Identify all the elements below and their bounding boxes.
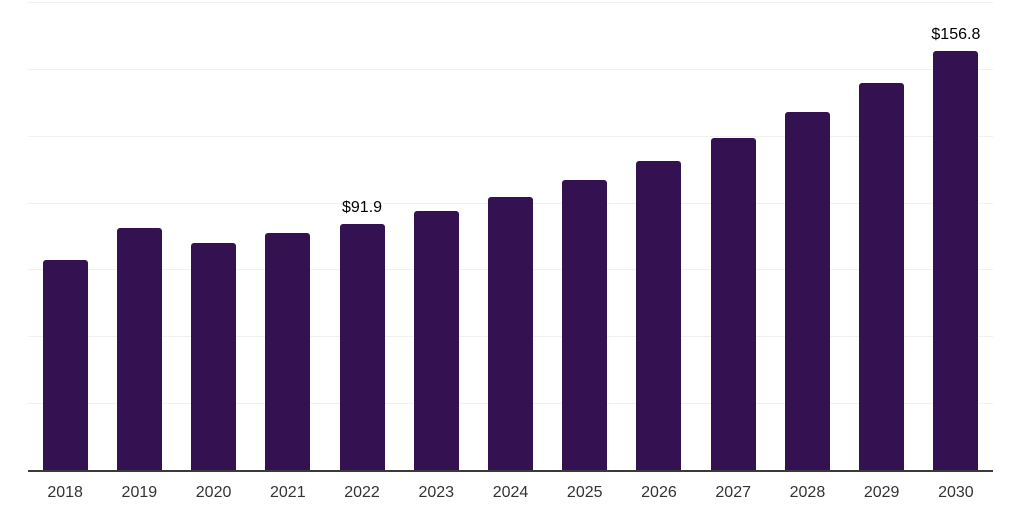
x-tick-label-2024: 2024	[492, 484, 529, 501]
bar-2029	[859, 82, 905, 470]
x-tick-label-2028: 2028	[789, 484, 826, 501]
x-tick-label-2026: 2026	[641, 484, 677, 501]
bar-value-label-2030: $156.8	[931, 25, 981, 43]
gridline-175	[28, 2, 993, 3]
bar-2026	[636, 161, 682, 470]
bar-2020	[191, 242, 237, 470]
x-tick-label-2030: 2030	[938, 484, 974, 501]
bar-2022	[339, 224, 385, 470]
x-tick-label-2027: 2027	[715, 484, 751, 501]
x-tick-label-2019: 2019	[121, 484, 158, 501]
x-tick-label-2021: 2021	[270, 484, 306, 501]
bar-2021	[265, 233, 311, 470]
bar-2019	[116, 227, 162, 470]
bar-2024	[488, 197, 533, 470]
x-tick-label-2020: 2020	[195, 484, 232, 501]
x-axis-line	[28, 470, 993, 472]
bar-2018	[42, 260, 88, 470]
bar-2028	[784, 111, 830, 470]
x-tick-label-2025: 2025	[566, 484, 603, 501]
bar-value-label-2022: $91.9	[342, 199, 383, 217]
x-tick-label-2029: 2029	[863, 484, 900, 501]
bar-2027	[710, 138, 756, 470]
bar-2030	[933, 50, 979, 470]
gridline-150	[28, 68, 993, 70]
bar-2023	[413, 210, 459, 470]
gridline-125	[28, 135, 993, 137]
x-tick-label-2018: 2018	[47, 484, 83, 501]
bar-2025	[562, 179, 608, 470]
x-tick-label-2022: 2022	[344, 484, 380, 501]
x-tick-label-2023: 2023	[418, 484, 455, 501]
plot-area: $91.9 $156.8	[28, 2, 993, 470]
x-axis-ticks: 2018 2019 2020 2021 2022 2023 2024 2025 2026 2027…	[28, 484, 993, 504]
